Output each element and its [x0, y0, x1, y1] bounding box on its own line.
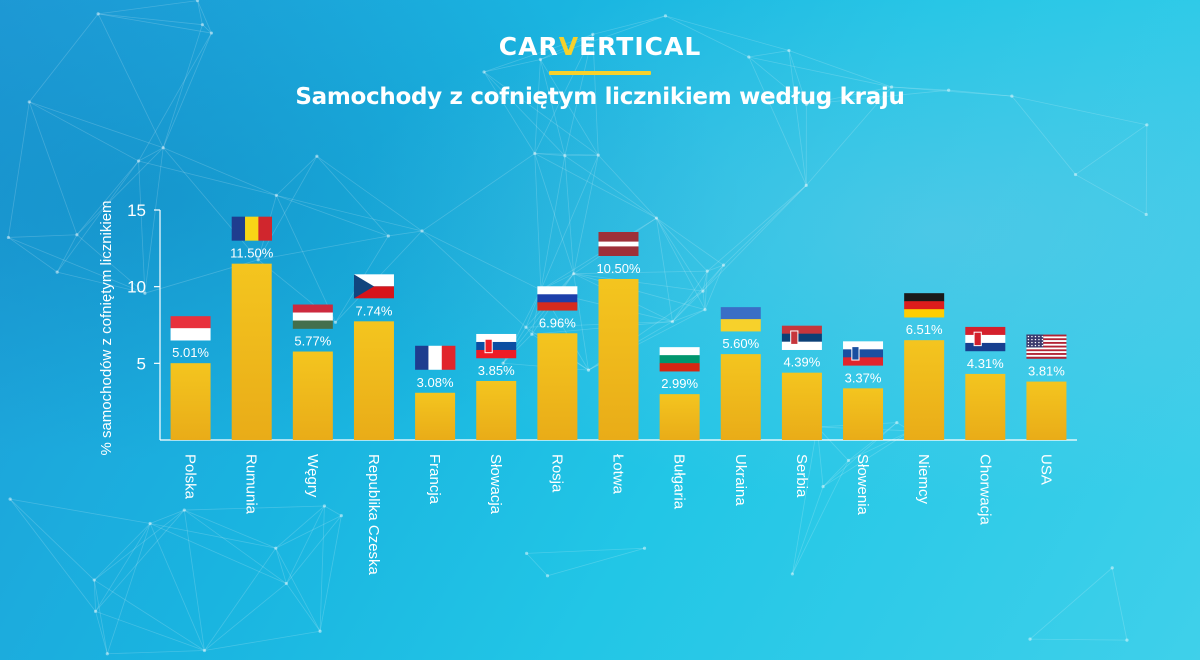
bar-value-label: 5.01% — [172, 345, 209, 360]
x-tick-label: Francja — [426, 454, 443, 505]
x-tick-label: Łotwa — [610, 454, 627, 495]
bar-value-label: 6.51% — [906, 322, 943, 337]
slovakia-flag-icon — [476, 333, 517, 359]
bar — [965, 373, 1006, 440]
x-tick-label: Słowacja — [487, 454, 504, 515]
y-axis-label: % samochodów z cofniętym licznikiem — [98, 200, 115, 455]
bar-value-label: 11.50% — [230, 246, 274, 261]
bar-value-label: 4.39% — [783, 355, 820, 370]
bar-value-label: 10.50% — [596, 261, 641, 276]
france-flag-icon — [415, 345, 456, 370]
y-tick-label: 5 — [137, 354, 146, 373]
bar-value-label: 4.31% — [967, 356, 1004, 371]
czech-flag-icon — [353, 274, 394, 299]
logo-underline — [549, 71, 651, 75]
slovenia-flag-icon — [843, 341, 884, 366]
x-tick-label: USA — [1037, 454, 1054, 485]
russia-flag-icon — [537, 286, 578, 311]
bar — [843, 388, 884, 440]
y-tick-label: 10 — [127, 278, 146, 297]
bar — [415, 392, 456, 440]
x-tick-label: Słowenia — [854, 454, 871, 516]
x-tick-label: Ukraina — [732, 454, 749, 506]
x-tick-label: Republika Czeska — [365, 454, 382, 576]
serbia-flag-icon — [781, 325, 822, 350]
x-tick-label: Serbia — [793, 454, 810, 498]
bar-value-label: 6.96% — [539, 315, 576, 330]
x-tick-label: Rosja — [548, 454, 565, 493]
x-tick-label: Chorwacja — [976, 454, 993, 526]
carvertical-logo: CARVERTICAL — [0, 32, 1200, 61]
germany-flag-icon — [904, 293, 945, 318]
x-tick-label: Rumunia — [243, 454, 260, 515]
usa-flag-icon — [1026, 334, 1067, 359]
logo-text-ertical: ERTICAL — [579, 32, 702, 61]
bar — [170, 363, 211, 440]
chart-title: Samochody z cofniętym licznikiem według … — [295, 84, 905, 110]
bar — [537, 333, 578, 440]
x-tick-label: Polska — [182, 454, 199, 500]
bar — [781, 372, 822, 440]
bar-value-label: 3.37% — [845, 370, 882, 385]
bar — [1026, 381, 1067, 440]
x-tick-label: Niemcy — [915, 454, 932, 505]
bulgaria-flag-icon — [659, 347, 700, 372]
bar — [476, 380, 517, 440]
x-tick-label: Węgry — [304, 454, 321, 498]
bar — [353, 321, 394, 440]
hungary-flag-icon — [292, 304, 333, 329]
bar-value-label: 3.85% — [478, 363, 515, 378]
bar — [659, 394, 700, 440]
bar — [720, 354, 761, 440]
bar-value-label: 3.81% — [1028, 364, 1065, 379]
bar — [904, 340, 945, 440]
bars-group: 5.01% Polska 11.50% Rumunia 5.77% Węgry 7.74% R… — [170, 216, 1067, 576]
croatia-flag-icon — [965, 326, 1006, 352]
bar-value-label: 3.08% — [417, 375, 454, 390]
latvia-flag-icon — [598, 232, 639, 256]
romania-flag-icon — [231, 216, 272, 241]
logo-text-v: V — [558, 32, 580, 61]
bar-value-label: 5.77% — [294, 334, 331, 349]
ukraine-flag-icon — [720, 307, 761, 332]
y-tick-label: 15 — [127, 201, 146, 220]
bar — [598, 279, 639, 440]
bar-value-label: 5.60% — [722, 336, 759, 351]
bar-value-label: 2.99% — [661, 376, 698, 391]
bar-value-label: 7.74% — [356, 303, 393, 318]
x-tick-label: Bułgaria — [671, 454, 688, 510]
header: CARVERTICAL Samochody z cofniętym liczni… — [0, 0, 1200, 120]
bar — [231, 263, 272, 440]
logo-text-car: CAR — [498, 32, 559, 61]
poland-flag-icon — [170, 316, 211, 341]
bar — [292, 351, 333, 440]
